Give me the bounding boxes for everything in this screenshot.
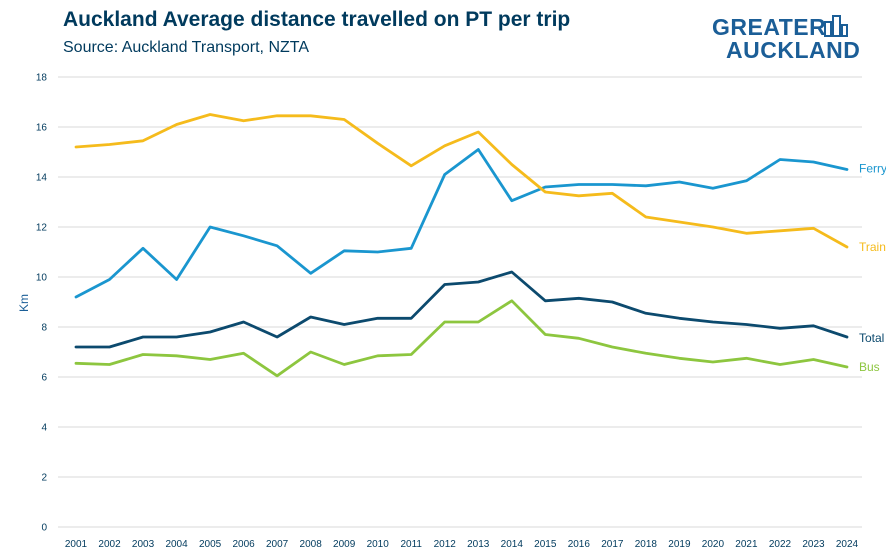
x-tick-label: 2001: [65, 539, 88, 550]
chart-title: Auckland Average distance travelled on P…: [63, 8, 571, 31]
x-tick-label: 2018: [635, 539, 658, 550]
y-axis-label: Km: [17, 294, 31, 312]
series-labels: Ferry Train Total Bus: [859, 162, 886, 375]
chart-subtitle: Source: Auckland Transport, NZTA: [63, 39, 310, 56]
series-label-bus: Bus: [859, 360, 880, 374]
y-tick-label: 16: [36, 123, 48, 134]
x-tick-label: 2004: [165, 539, 188, 550]
x-tick-label: 2014: [501, 539, 524, 550]
y-axis-ticks: 0 2 4 6 8 10 12 14 16 18: [36, 73, 48, 534]
x-tick-label: 2013: [467, 539, 490, 550]
x-tick-label: 2011: [400, 539, 422, 550]
x-tick-label: 2003: [132, 539, 155, 550]
y-tick-label: 0: [41, 523, 47, 534]
series-line-total: [74, 270, 849, 349]
y-tick-label: 18: [36, 73, 48, 84]
greater-auckland-logo: GREATER AUCKLAND: [712, 14, 872, 66]
x-tick-label: 2019: [668, 539, 691, 550]
x-tick-label: 2005: [199, 539, 222, 550]
city-buildings-icon: [824, 15, 848, 37]
x-tick-label: 2024: [836, 539, 859, 550]
series-label-total: Total: [859, 331, 884, 345]
x-tick-label: 2021: [735, 539, 758, 550]
logo-line2: AUCKLAND: [726, 37, 861, 63]
x-tick-label: 2017: [601, 539, 624, 550]
series-line-train: [74, 113, 849, 249]
x-tick-label: 2002: [98, 539, 121, 550]
x-tick-label: 2008: [300, 539, 323, 550]
series-lines: [74, 113, 849, 378]
x-tick-label: 2022: [769, 539, 792, 550]
series-label-train: Train: [859, 240, 886, 254]
x-tick-label: 2007: [266, 539, 289, 550]
series-line-bus: [74, 299, 849, 378]
x-tick-label: 2016: [568, 539, 591, 550]
y-tick-label: 14: [36, 173, 48, 184]
y-tick-label: 2: [41, 473, 47, 484]
y-tick-label: 8: [41, 323, 47, 334]
x-tick-label: 2023: [802, 539, 825, 550]
x-tick-label: 2015: [534, 539, 557, 550]
x-axis-ticks: 2001 2002 2003 2004 2005 2006 2007 2008 2009 2010…: [65, 539, 859, 550]
y-tick-label: 6: [41, 373, 47, 384]
series-label-ferry: Ferry: [859, 162, 886, 176]
y-tick-label: 12: [36, 223, 48, 234]
x-tick-label: 2020: [702, 539, 725, 550]
y-tick-label: 4: [41, 423, 47, 434]
logo-line1: GREATER: [712, 14, 827, 40]
series-line-ferry: [74, 148, 849, 299]
x-tick-label: 2009: [333, 539, 356, 550]
y-tick-label: 10: [36, 273, 48, 284]
x-tick-label: 2006: [232, 539, 255, 550]
grid-lines: [58, 76, 862, 528]
x-tick-label: 2012: [434, 539, 457, 550]
x-tick-label: 2010: [367, 539, 390, 550]
